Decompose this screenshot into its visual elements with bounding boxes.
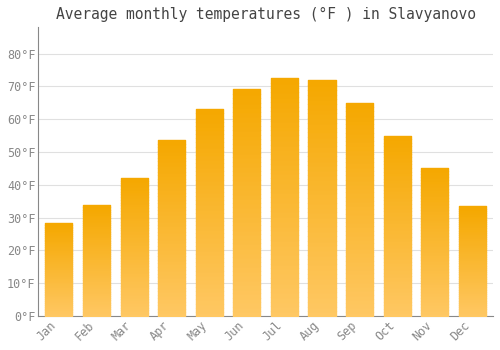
Bar <box>422 168 448 316</box>
Bar <box>271 78 298 316</box>
Bar <box>46 223 72 316</box>
Bar <box>308 80 336 316</box>
Bar <box>120 178 148 316</box>
Bar <box>158 140 185 316</box>
Bar <box>346 103 373 316</box>
Bar <box>384 135 410 316</box>
Bar <box>196 109 223 316</box>
Bar <box>234 89 260 316</box>
Bar <box>83 205 110 316</box>
Bar <box>459 206 486 316</box>
Title: Average monthly temperatures (°F ) in Slavyanovo: Average monthly temperatures (°F ) in Sl… <box>56 7 476 22</box>
